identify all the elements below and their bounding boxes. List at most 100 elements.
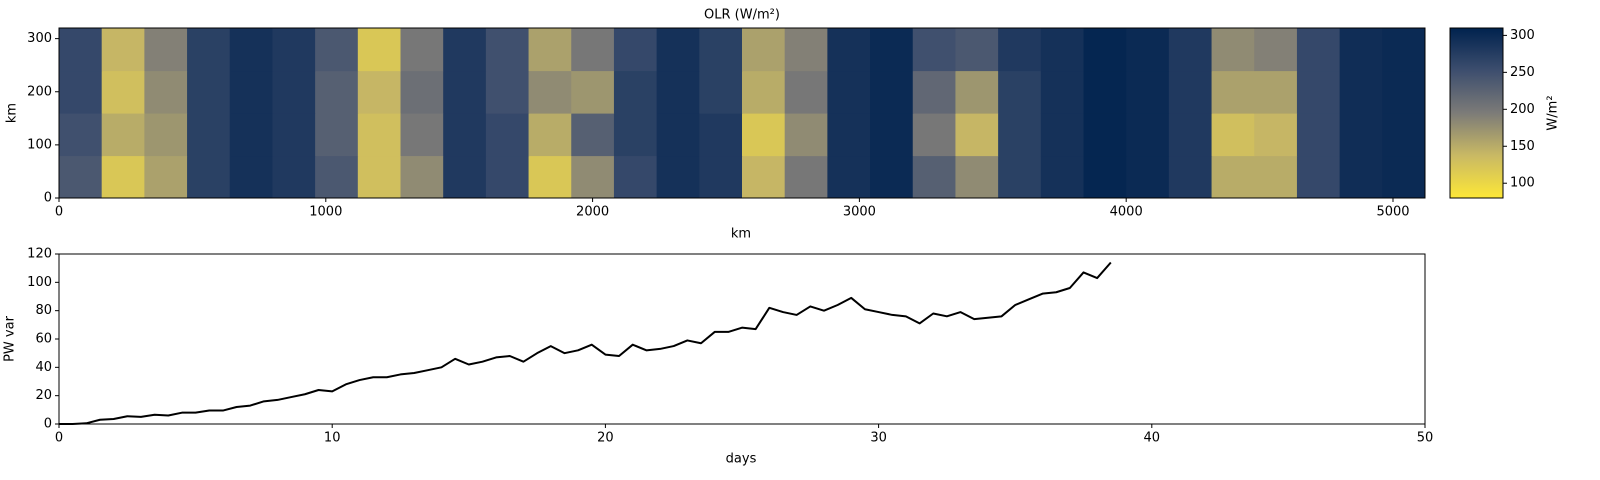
heatmap-cell (315, 113, 359, 157)
heatmap-cells (59, 28, 1425, 198)
heatmap-cell (955, 70, 999, 114)
heatmap-cell (784, 113, 828, 157)
x-tick-label: 3000 (843, 205, 876, 220)
heatmap-cell (187, 113, 231, 157)
heatmap-cell (272, 70, 316, 114)
heatmap-cell (1382, 28, 1425, 72)
heatmap-cell (315, 155, 359, 198)
x-tick-label: 10 (324, 431, 341, 446)
y-axis-label: PW var (3, 315, 18, 361)
heatmap-cell (1339, 70, 1383, 114)
heatmap-cell (144, 28, 188, 72)
heatmap-cell (870, 70, 914, 114)
heatmap-cell (528, 155, 572, 198)
heatmap-cell (443, 155, 487, 198)
heatmap-cell (485, 70, 530, 114)
heatmap-cell (998, 155, 1042, 198)
heatmap-cell (229, 113, 274, 157)
heatmap-cell (1083, 70, 1127, 114)
heatmap-cell (485, 28, 530, 72)
x-tick-label: 30 (870, 431, 887, 446)
heatmap-cell (1126, 28, 1170, 72)
heatmap-cell (1211, 113, 1255, 157)
heatmap-cell (144, 155, 188, 198)
heatmap-cell (998, 70, 1042, 114)
y-tick-label: 300 (27, 31, 52, 46)
heatmap-cell (59, 155, 103, 198)
colorbar (1449, 27, 1504, 199)
heatmap-cell (870, 28, 914, 72)
heatmap-cell (357, 155, 402, 198)
heatmap-cell (613, 155, 658, 198)
heatmap-cell (1339, 155, 1383, 198)
heatmap-cell (1083, 155, 1127, 198)
heatmap-cell (1040, 155, 1085, 198)
heatmap-cell (315, 28, 359, 72)
heatmap-cell (656, 70, 700, 114)
heatmap-cell (400, 113, 444, 157)
heatmap-cell (784, 70, 828, 114)
heatmap-cell (1211, 155, 1255, 198)
heatmap-cell (400, 70, 444, 114)
heatmap-cell (699, 155, 743, 198)
x-tick-label: 40 (1144, 431, 1161, 446)
heatmap-cell (1296, 113, 1341, 157)
heatmap-cell (912, 113, 957, 157)
x-tick-label: 0 (55, 205, 63, 220)
chart-title: OLR (W/m²) (704, 8, 780, 23)
heatmap-cell (272, 155, 316, 198)
heatmap-cell (827, 70, 871, 114)
y-axis-label: km (5, 103, 20, 123)
heatmap-cell (1254, 113, 1298, 157)
heatmap-cell (827, 113, 871, 157)
y-tick-label: 20 (35, 388, 52, 403)
heatmap-cell (1040, 28, 1085, 72)
heatmap-cell (101, 113, 145, 157)
heatmap-cell (229, 70, 274, 114)
heatmap-cell (613, 70, 658, 114)
heatmap-cell (742, 28, 786, 72)
heatmap-cell (485, 155, 530, 198)
y-tick-label: 0 (44, 191, 52, 206)
axes-frame (58, 253, 1426, 425)
heatmap-cell (827, 28, 871, 72)
heatmap-cell (1382, 113, 1425, 157)
olr-panel: 0 1000 2000 3000 4000 5000 0 100 200 300 100 150 200… (27, 27, 1535, 220)
heatmap-cell (1168, 28, 1213, 72)
x-axis-label: days (726, 452, 757, 467)
heatmap-cell (101, 70, 145, 114)
heatmap-cell (357, 28, 402, 72)
heatmap-cell (955, 155, 999, 198)
heatmap-cell (1254, 28, 1298, 72)
heatmap-cell (229, 28, 274, 72)
colorbar-tick-label: 150 (1510, 139, 1535, 154)
heatmap-cell (742, 113, 786, 157)
y-tick-label: 80 (35, 303, 52, 318)
heatmap-cell (443, 113, 487, 157)
heatmap-cell (1126, 113, 1170, 157)
heatmap-cell (912, 155, 957, 198)
heatmap-cell (1211, 70, 1255, 114)
x-tick-label: 5000 (1376, 205, 1409, 220)
heatmap-cell (1040, 70, 1085, 114)
colorbar-label: W/m² (1546, 95, 1561, 130)
heatmap-cell (1296, 155, 1341, 198)
heatmap-cell (1296, 28, 1341, 72)
x-tick-label: 4000 (1110, 205, 1143, 220)
heatmap-cell (187, 28, 231, 72)
heatmap-cell (784, 28, 828, 72)
heatmap-cell (998, 113, 1042, 157)
heatmap-cell (59, 113, 103, 157)
heatmap-cell (784, 155, 828, 198)
heatmap-cell (1168, 155, 1213, 198)
heatmap-cell (699, 70, 743, 114)
heatmap-cell (1254, 70, 1298, 114)
heatmap-cell (1083, 113, 1127, 157)
heatmap-cell (1083, 28, 1127, 72)
heatmap-cell (443, 70, 487, 114)
colorbar-tick-label: 300 (1510, 28, 1535, 43)
x-tick-label: 20 (597, 431, 614, 446)
y-tick-label: 200 (27, 84, 52, 99)
heatmap-cell (699, 113, 743, 157)
heatmap-cell (272, 113, 316, 157)
